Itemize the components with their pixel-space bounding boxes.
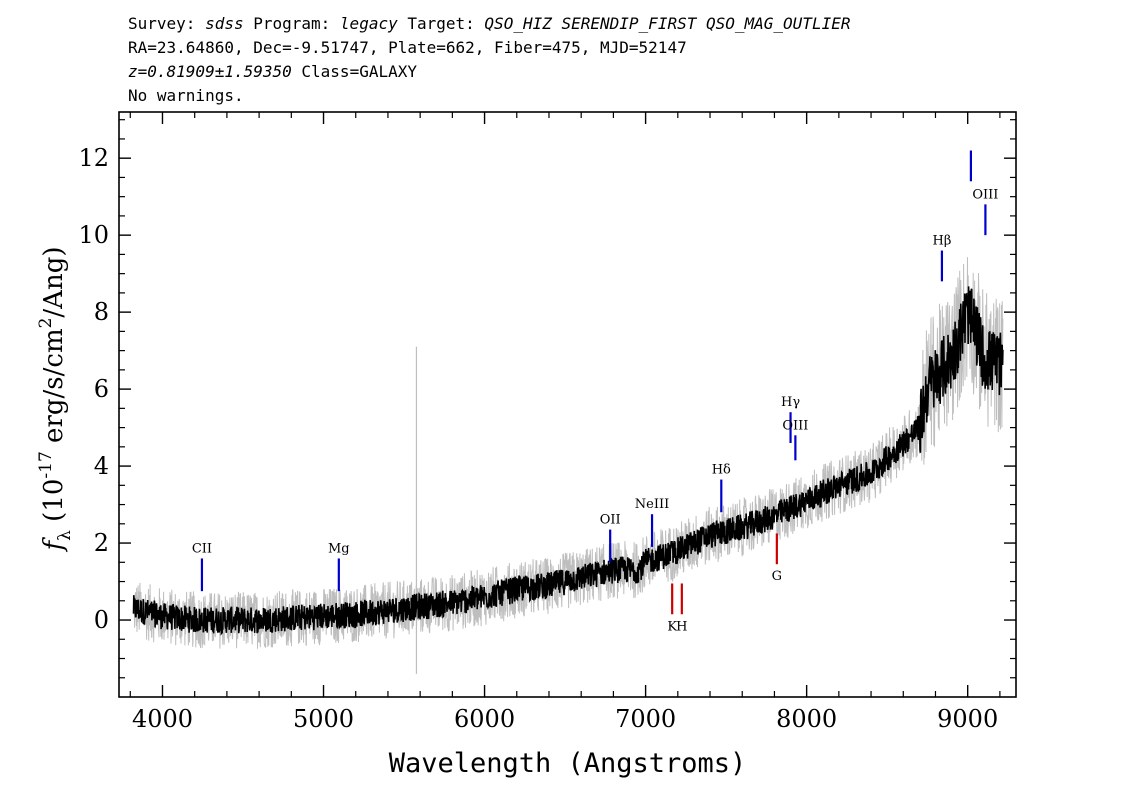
absorption-line-label: G [772,569,782,584]
class-value: Class=GALAXY [291,62,417,81]
y-tick-label: 8 [94,298,109,326]
flux-line-layer [132,286,1004,636]
emission-line-label: OIII [782,418,808,433]
y-label-unit-b: erg/s/cm [39,328,69,451]
spectral-lines-layer: CII Mg OII NeIII Hδ Hγ OIII Hβ OIII K H G [192,150,998,634]
y-label-subscript: λ [55,530,75,541]
survey-value: sdss [205,14,244,33]
target-label: Target: [397,14,485,33]
y-axis-label: fλ (10-17 erg/s/cm2/Ang) [36,246,75,552]
error-envelope-series [133,257,1004,649]
emission-line-label: Hγ [781,395,800,410]
header-line-redshift: z=0.81909±1.59350 Class=GALAXY [128,60,850,84]
emission-line-label: Hβ [932,234,951,249]
emission-line-label: Hδ [712,463,731,478]
emission-line-label: NeIII [635,497,669,512]
axes-layer: 4000 5000 6000 7000 8000 9000 0 2 4 6 8 10 12 Wavelen… [36,111,1017,779]
y-tick-label: 10 [78,221,109,249]
y-tick-label: 4 [94,452,109,480]
x-tick-label: 4000 [132,705,193,733]
survey-label: Survey: [128,14,206,33]
x-tick-label: 6000 [454,705,515,733]
y-tick-label: 2 [94,529,109,557]
program-value: legacy [339,14,398,33]
header-line-warnings: No warnings. [128,86,244,105]
y-label-unit-a: (10 [39,479,69,531]
emission-line-label: OIII [972,187,998,202]
absorption-line-label: H [676,619,687,634]
error-envelope-layer [133,257,1004,649]
y-tick-label: 0 [94,606,109,634]
absorption-line-label: K [667,619,677,634]
y-tick-label: 12 [78,144,109,172]
x-tick-label: 7000 [615,705,676,733]
header-line-survey: Survey: sdss Program: legacy Target: QSO… [128,12,850,36]
emission-line-label: OII [600,513,621,528]
program-label: Program: [243,14,340,33]
header-line-coordinates: RA=23.64860, Dec=-9.51747, Plate=662, Fi… [128,38,687,57]
y-label-exponent: -17 [36,451,56,478]
x-tick-label: 8000 [776,705,837,733]
emission-line-label: Mg [328,541,350,556]
spectrum-header: Survey: sdss Program: legacy Target: QSO… [128,12,850,108]
x-tick-label: 5000 [293,705,354,733]
emission-line-label: CII [192,541,212,556]
y-label-exponent-2: 2 [36,318,56,329]
y-label-unit-c: /Ang) [39,246,69,317]
flux-series [132,286,1004,636]
x-tick-label: 9000 [937,705,998,733]
x-axis-label: Wavelength (Angstroms) [389,748,747,779]
y-tick-label: 6 [94,375,109,403]
target-value: QSO_HIZ SERENDIP_FIRST QSO_MAG_OUTLIER [484,14,851,33]
redshift-value: z=0.81909±1.59350 [128,62,292,81]
plot-frame [118,111,1017,698]
